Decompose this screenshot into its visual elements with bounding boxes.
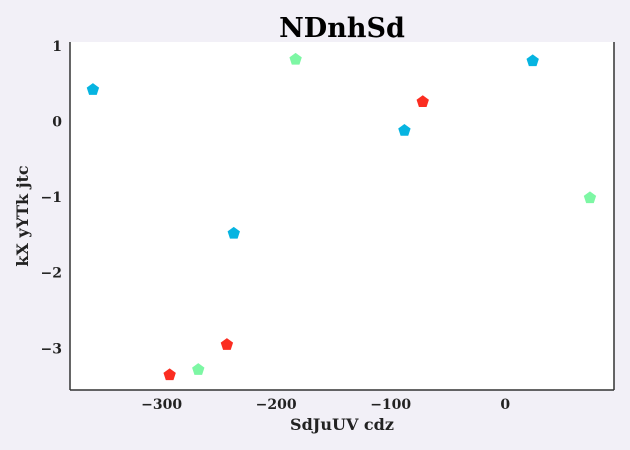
x-tick-label: −100 xyxy=(370,397,411,413)
data-points xyxy=(86,52,597,381)
x-tick-label: −200 xyxy=(256,397,297,413)
x-axis-ticks: −300 −200 −100 0 xyxy=(141,397,510,413)
data-point-series-1 xyxy=(526,54,539,67)
y-tick-label: 1 xyxy=(52,39,62,55)
y-tick-label: −3 xyxy=(41,341,62,357)
data-point-series-2 xyxy=(220,338,234,350)
x-tick-label: 0 xyxy=(500,397,510,413)
data-point-series-1 xyxy=(86,83,100,95)
y-tick-label: −2 xyxy=(41,266,62,282)
data-point-series-2 xyxy=(163,368,176,381)
plot-area xyxy=(70,42,614,390)
data-point-series-1 xyxy=(227,226,240,239)
data-point-series-3 xyxy=(192,363,205,375)
x-tick-label: −300 xyxy=(141,397,182,413)
x-axis-label: SdJuUV cdz xyxy=(290,415,394,434)
y-tick-label: −1 xyxy=(41,190,62,206)
y-axis-label: kX yYTk jtc xyxy=(13,165,32,267)
chart-title: NDnhSd xyxy=(279,13,405,44)
data-point-series-3 xyxy=(583,191,597,204)
data-point-series-3 xyxy=(289,52,302,65)
data-point-series-1 xyxy=(398,124,411,136)
data-point-series-2 xyxy=(416,95,429,108)
y-tick-label: 0 xyxy=(52,114,62,130)
y-axis-ticks: 1 0 −1 −2 −3 xyxy=(41,39,63,358)
